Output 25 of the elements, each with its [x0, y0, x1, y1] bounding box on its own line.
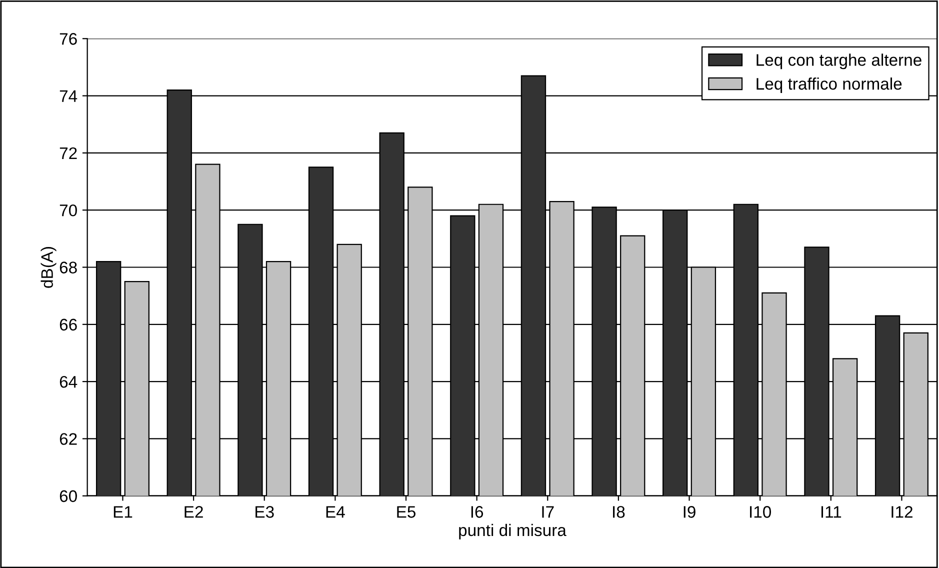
y-tick-label: 64 [60, 376, 78, 388]
x-tick-label: E3 [256, 506, 274, 518]
y-tick-label: 70 [60, 204, 77, 216]
x-tick-label: I11 [821, 506, 842, 518]
x-tick-label: E1 [114, 506, 132, 518]
x-tick-label: I12 [892, 506, 912, 518]
x-tick-label: I6 [471, 506, 484, 518]
y-tick-label: 66 [60, 318, 77, 331]
y-tick-label: 76 [60, 33, 77, 45]
y-tick-label: 62 [60, 433, 77, 445]
x-tick-label: I9 [684, 506, 696, 518]
x-tick-label: I8 [613, 506, 625, 518]
legend-label: Leq con targhe alterne [756, 54, 922, 70]
x-axis-title: punti di misura [459, 524, 566, 540]
y-axis-title: dB(A) [40, 246, 56, 288]
legend-label: Leq traffico normale [756, 77, 902, 94]
x-tick-label: E2 [184, 506, 203, 518]
y-tick-label: 74 [60, 90, 78, 102]
x-tick-label: I7 [542, 506, 554, 518]
x-tick-label: E4 [326, 506, 345, 518]
x-tick-label: I10 [750, 506, 772, 518]
y-tick-label: 68 [60, 262, 77, 274]
x-tick-label: E5 [397, 506, 416, 518]
y-tick-label: 60 [60, 490, 77, 502]
y-tick-label: 72 [60, 147, 77, 159]
